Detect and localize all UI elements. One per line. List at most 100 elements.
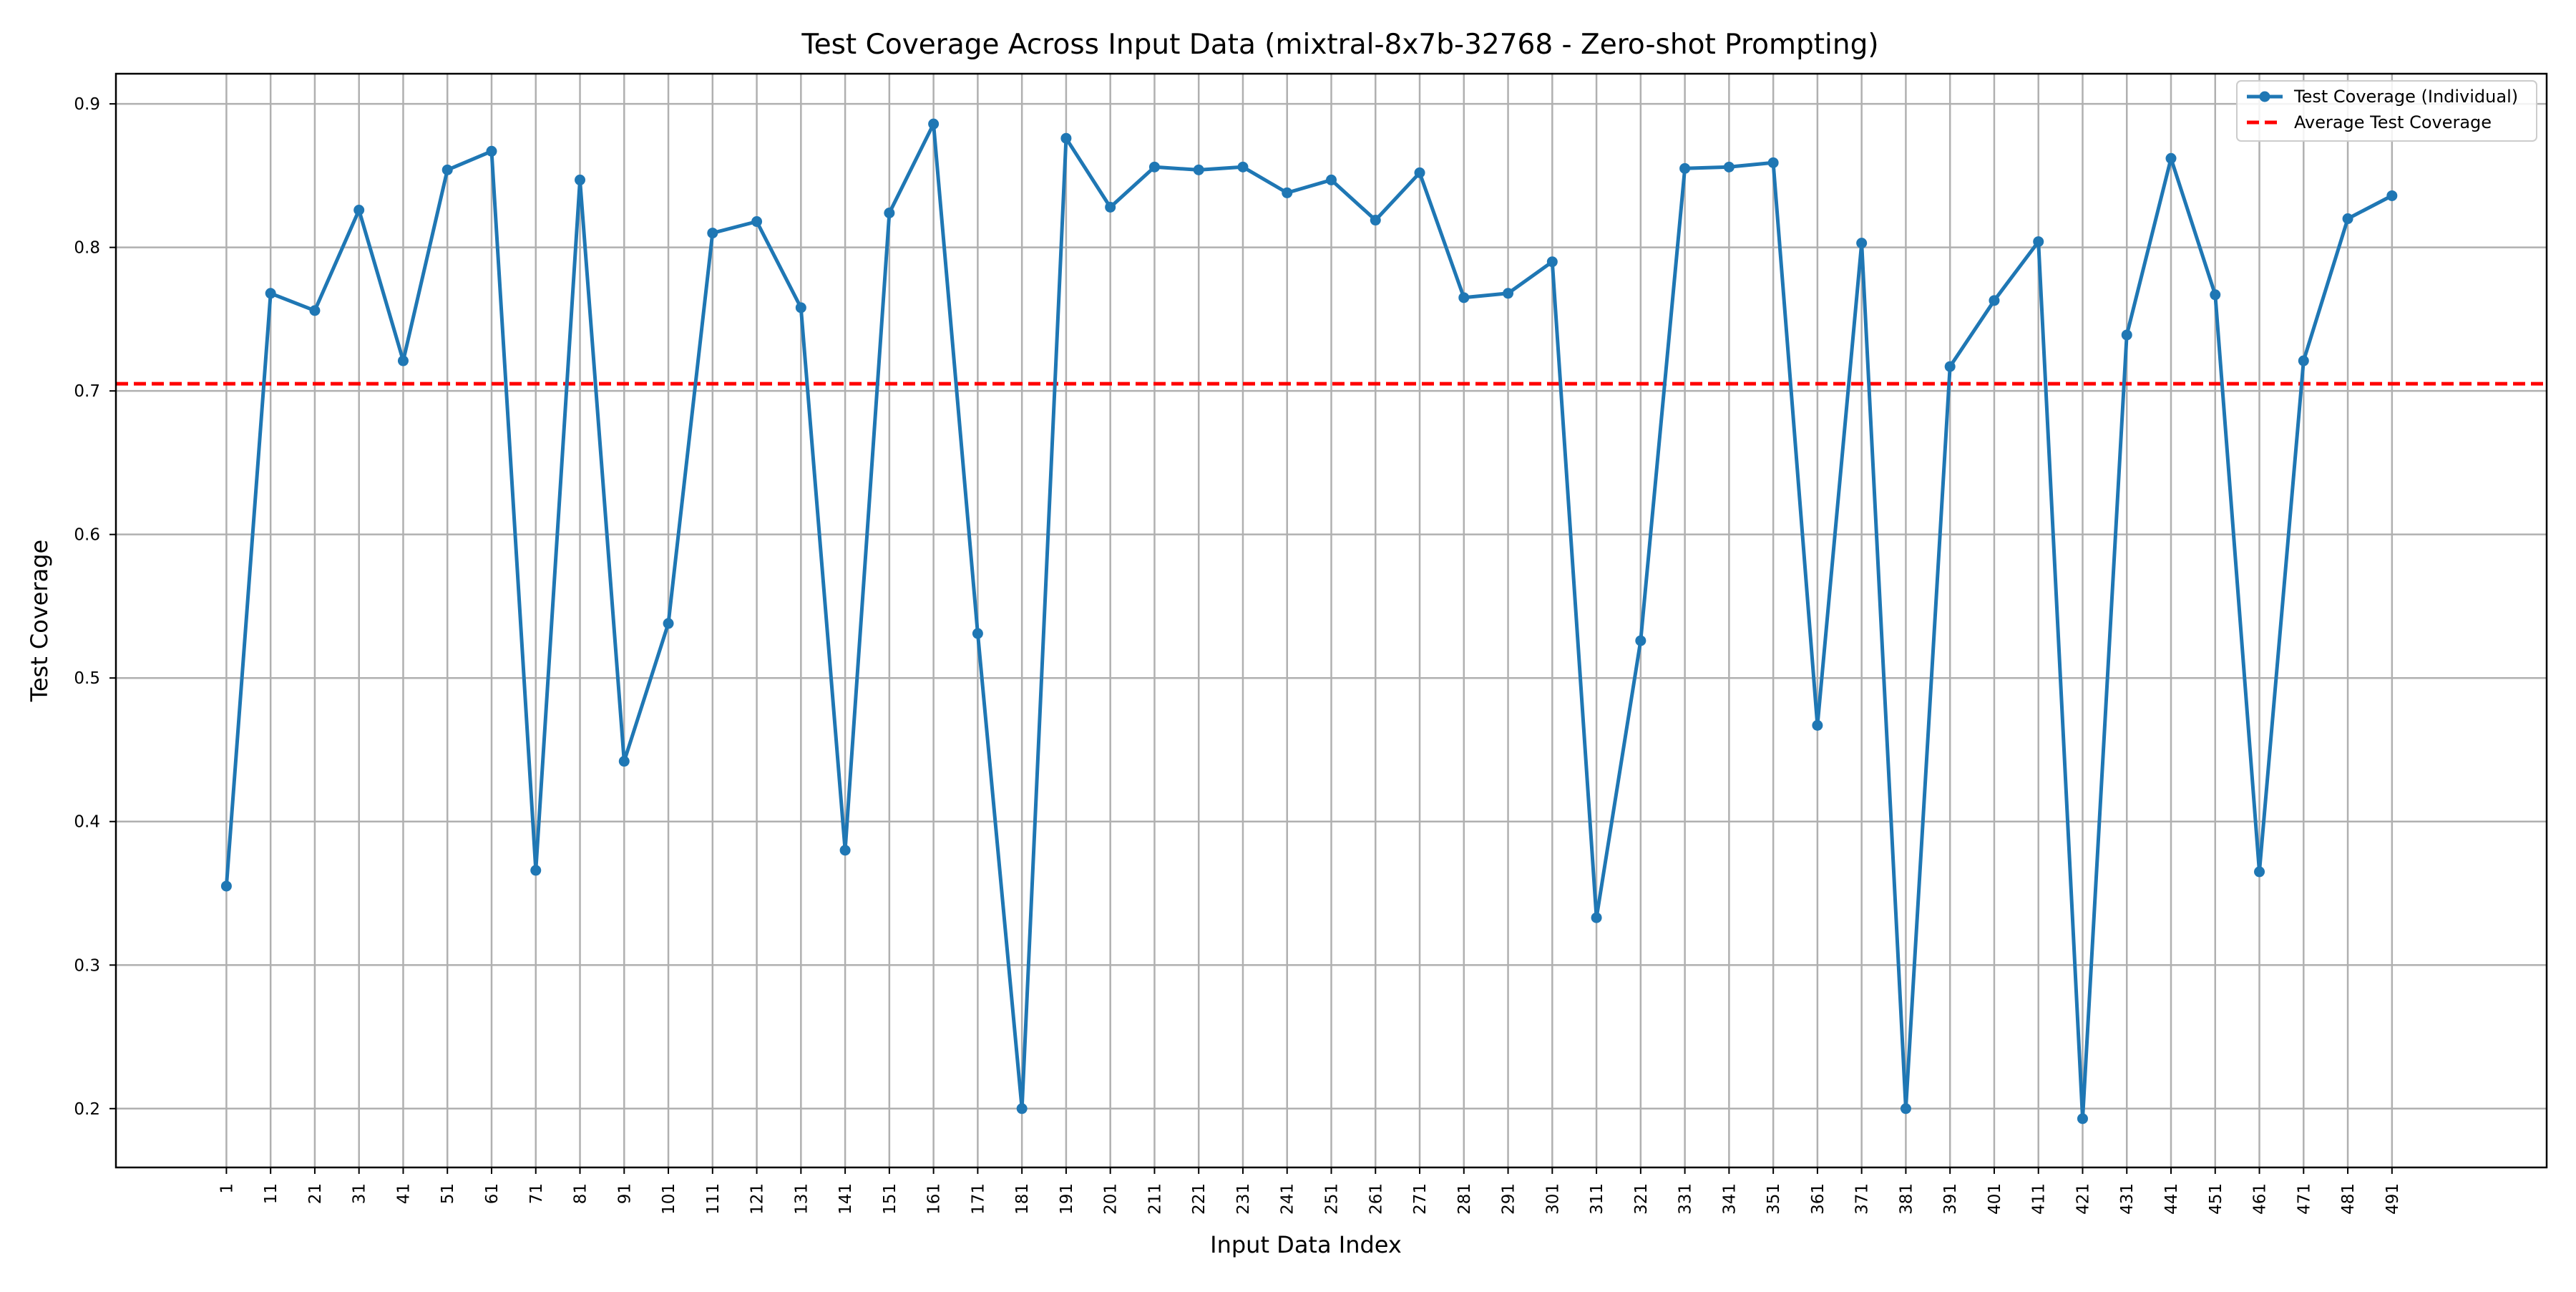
data-point [972, 628, 983, 639]
x-tick-label: 291 [1500, 1183, 1518, 1215]
x-axis-ticks: 1 11 21 31 41 51 61 71 81 91 101 111 121 131 141 151 161… [218, 1167, 2402, 1215]
data-point [353, 204, 365, 215]
data-point [1326, 174, 1337, 185]
y-tick-label: 0.6 [74, 526, 100, 545]
data-point [1989, 295, 2000, 306]
grid [116, 74, 2547, 1167]
data-point [707, 228, 718, 239]
x-tick-label: 11 [262, 1183, 280, 1204]
x-tick-label: 341 [1720, 1183, 1739, 1215]
y-tick-label: 0.9 [74, 95, 100, 114]
data-point [1148, 161, 1160, 173]
legend-label-individual: Test Coverage (Individual) [2293, 87, 2518, 107]
y-tick-label: 0.8 [74, 239, 100, 258]
x-tick-label: 151 [881, 1183, 899, 1215]
x-tick-label: 1 [218, 1183, 236, 1194]
y-axis-label: Test Coverage [26, 540, 53, 703]
data-point [1591, 912, 1602, 923]
data-point [663, 618, 674, 629]
x-tick-label: 391 [1941, 1183, 1960, 1215]
data-point [1679, 162, 1691, 174]
x-tick-label: 261 [1367, 1183, 1385, 1215]
x-tick-label: 221 [1190, 1183, 1209, 1215]
x-tick-label: 61 [483, 1183, 502, 1204]
x-tick-label: 91 [615, 1183, 634, 1204]
x-tick-label: 421 [2074, 1183, 2092, 1215]
x-tick-label: 181 [1013, 1183, 1032, 1215]
data-point [1635, 635, 1646, 646]
data-point [1767, 157, 1779, 168]
x-tick-label: 371 [1853, 1183, 1872, 1215]
x-axis-label: Input Data Index [1210, 1231, 1402, 1258]
data-point [1900, 1103, 1911, 1114]
x-tick-label: 411 [2030, 1183, 2049, 1215]
x-tick-label: 271 [1411, 1183, 1430, 1215]
data-point [1856, 238, 1868, 249]
data-point [530, 865, 542, 876]
data-point [795, 302, 806, 314]
x-tick-label: 31 [351, 1183, 369, 1204]
data-point [1414, 167, 1425, 178]
data-point [2165, 152, 2177, 164]
x-tick-label: 441 [2162, 1183, 2181, 1215]
x-tick-label: 111 [704, 1183, 723, 1215]
x-tick-label: 241 [1279, 1183, 1297, 1215]
x-tick-label: 381 [1897, 1183, 1916, 1215]
data-point [2121, 329, 2132, 341]
data-point [884, 208, 895, 219]
data-point [2033, 236, 2044, 248]
data-point [309, 305, 321, 316]
data-point [397, 355, 409, 366]
x-tick-label: 211 [1146, 1183, 1164, 1215]
x-tick-label: 71 [527, 1183, 546, 1204]
x-tick-label: 101 [660, 1183, 678, 1215]
x-tick-label: 81 [572, 1183, 590, 1204]
y-tick-label: 0.5 [74, 669, 100, 688]
x-tick-label: 191 [1058, 1183, 1076, 1215]
data-point [1546, 256, 1558, 268]
data-point [1503, 288, 1514, 299]
x-tick-label: 201 [1102, 1183, 1121, 1215]
legend-label-average: Average Test Coverage [2294, 112, 2492, 132]
data-point [441, 164, 453, 175]
data-point [618, 756, 630, 767]
x-tick-label: 131 [792, 1183, 811, 1215]
x-tick-label: 361 [1809, 1183, 1828, 1215]
y-tick-label: 0.4 [74, 813, 100, 832]
x-tick-label: 331 [1677, 1183, 1695, 1215]
data-point [575, 174, 586, 185]
x-tick-label: 141 [836, 1183, 855, 1215]
data-point [2077, 1113, 2088, 1125]
x-tick-label: 431 [2118, 1183, 2137, 1215]
y-axis-ticks: 0.2 0.3 0.4 0.5 0.6 0.7 0.8 0.9 [74, 95, 116, 1119]
x-tick-label: 281 [1455, 1183, 1474, 1215]
data-point [1237, 161, 1249, 173]
x-tick-label: 161 [925, 1183, 944, 1215]
data-point [2254, 866, 2265, 878]
legend: Test Coverage (Individual) Average Test … [2236, 80, 2537, 142]
y-tick-label: 0.7 [74, 382, 100, 401]
data-point [1812, 719, 1823, 731]
data-point [1458, 292, 1470, 303]
data-point [486, 145, 497, 157]
y-tick-label: 0.2 [74, 1100, 100, 1119]
data-point [1060, 132, 1072, 144]
x-tick-label: 121 [748, 1183, 767, 1215]
data-point [2210, 289, 2221, 301]
y-tick-label: 0.3 [74, 956, 100, 975]
chart-title: Test Coverage Across Input Data (mixtral… [801, 29, 1878, 61]
x-tick-label: 251 [1323, 1183, 1342, 1215]
data-point [2342, 213, 2353, 225]
x-tick-label: 451 [2207, 1183, 2225, 1215]
data-point [1193, 164, 1204, 175]
data-point [220, 880, 232, 892]
data-point [1105, 201, 1116, 213]
x-tick-label: 231 [1234, 1183, 1253, 1215]
data-point [839, 845, 851, 856]
x-tick-label: 401 [1986, 1183, 2004, 1215]
legend-marker-individual [2259, 91, 2270, 102]
x-tick-label: 481 [2339, 1183, 2358, 1215]
x-tick-label: 491 [2384, 1183, 2402, 1215]
